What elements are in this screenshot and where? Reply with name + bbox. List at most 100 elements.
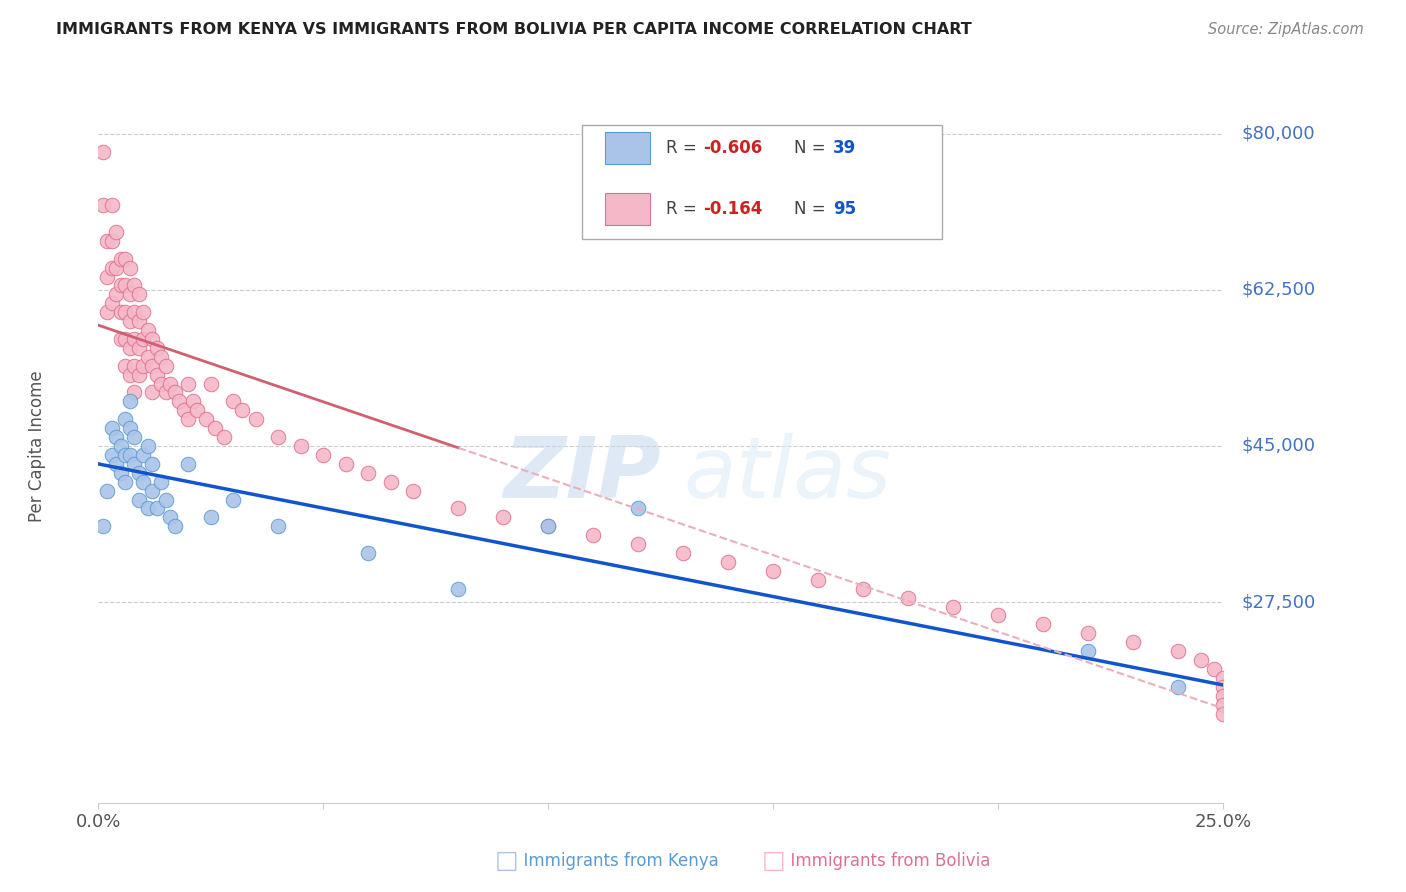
Text: IMMIGRANTS FROM KENYA VS IMMIGRANTS FROM BOLIVIA PER CAPITA INCOME CORRELATION C: IMMIGRANTS FROM KENYA VS IMMIGRANTS FROM… (56, 22, 972, 37)
Point (159, 510, 181, 524)
Text: ZIP: ZIP (503, 433, 661, 516)
Point (136, 323, 159, 337)
Text: $80,000: $80,000 (1241, 125, 1315, 143)
Point (96, 305, 118, 319)
Text: R =: R = (666, 139, 703, 157)
Point (155, 359, 177, 373)
Point (987, 608, 1010, 623)
Point (124, 278, 146, 293)
Point (96, 269, 118, 284)
Point (118, 394, 141, 409)
Point (155, 492, 177, 507)
Text: N =: N = (793, 200, 831, 218)
Point (105, 457, 128, 471)
Point (159, 376, 181, 391)
Point (357, 466, 380, 480)
Point (163, 385, 186, 400)
Point (91, 145, 114, 159)
Point (101, 198, 124, 212)
Point (1077, 644, 1099, 658)
Text: Per Capita Income: Per Capita Income (28, 370, 45, 522)
Point (290, 439, 312, 453)
Point (132, 475, 155, 489)
Point (1167, 680, 1189, 694)
Point (204, 421, 226, 435)
Point (672, 546, 695, 560)
Point (110, 278, 132, 293)
Point (200, 510, 222, 524)
Point (177, 376, 200, 391)
Point (110, 305, 132, 319)
Point (146, 501, 169, 516)
Point (132, 332, 155, 346)
Text: Source: ZipAtlas.com: Source: ZipAtlas.com (1208, 22, 1364, 37)
Point (1212, 706, 1234, 721)
Point (146, 341, 169, 355)
Point (141, 385, 163, 400)
Point (114, 278, 136, 293)
FancyBboxPatch shape (582, 125, 942, 239)
Point (807, 573, 830, 587)
Point (357, 546, 380, 560)
Point (91, 519, 114, 533)
Point (627, 501, 650, 516)
Point (150, 376, 173, 391)
Point (128, 287, 150, 301)
Point (96, 483, 118, 498)
Point (942, 599, 965, 614)
Point (128, 492, 150, 507)
Point (91, 198, 114, 212)
Point (110, 439, 132, 453)
Point (222, 492, 245, 507)
Point (1077, 626, 1099, 640)
Point (105, 430, 128, 444)
Text: $27,500: $27,500 (1241, 593, 1316, 611)
Point (132, 305, 155, 319)
Point (110, 466, 132, 480)
Text: 95: 95 (832, 200, 856, 218)
Point (118, 341, 141, 355)
Point (1189, 653, 1212, 667)
Point (114, 332, 136, 346)
Point (96, 234, 118, 248)
Point (200, 376, 222, 391)
Point (897, 591, 920, 605)
Point (124, 430, 146, 444)
Point (114, 475, 136, 489)
Point (118, 260, 141, 275)
Point (124, 332, 146, 346)
Point (762, 564, 785, 578)
Text: atlas: atlas (683, 433, 891, 516)
Point (852, 582, 875, 596)
Text: -0.606: -0.606 (703, 139, 763, 157)
Point (1204, 662, 1226, 676)
Point (537, 519, 560, 533)
Point (136, 350, 159, 364)
Point (114, 412, 136, 426)
Point (105, 260, 128, 275)
Point (118, 287, 141, 301)
Point (245, 412, 267, 426)
Point (128, 314, 150, 328)
Point (114, 252, 136, 266)
Point (582, 528, 605, 542)
Point (177, 412, 200, 426)
Text: $62,500: $62,500 (1241, 281, 1316, 299)
Point (150, 475, 173, 489)
Point (141, 483, 163, 498)
Point (110, 332, 132, 346)
Point (105, 287, 128, 301)
Point (114, 305, 136, 319)
Point (173, 403, 195, 417)
Point (1212, 680, 1234, 694)
Text: □: □ (762, 849, 785, 872)
Point (1032, 617, 1054, 632)
Point (222, 394, 245, 409)
Point (118, 448, 141, 462)
Point (231, 403, 253, 417)
Point (335, 457, 357, 471)
Point (118, 421, 141, 435)
Text: Immigrants from Bolivia: Immigrants from Bolivia (780, 852, 991, 870)
Point (177, 457, 200, 471)
Point (163, 519, 186, 533)
